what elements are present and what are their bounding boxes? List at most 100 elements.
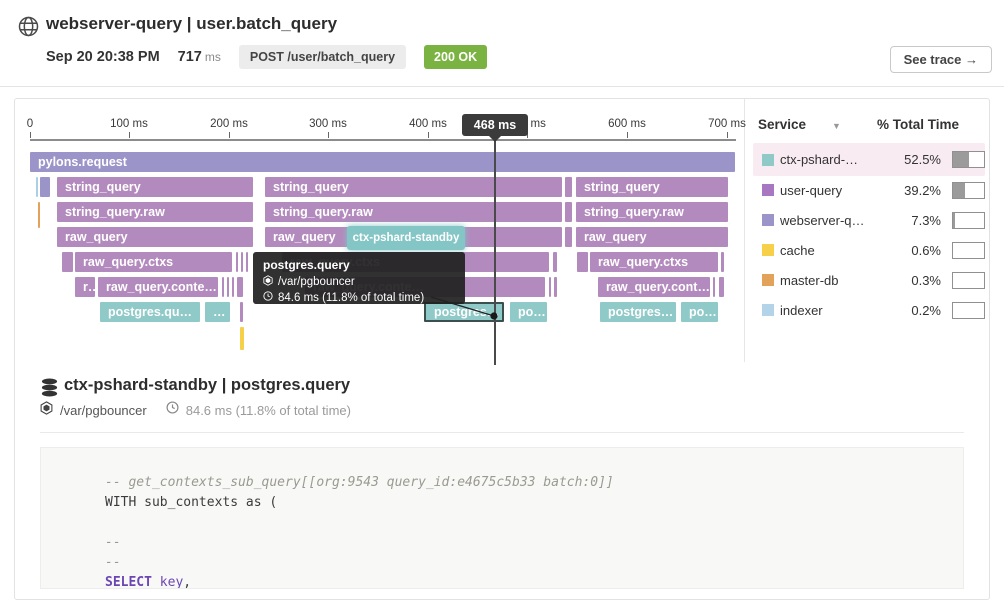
flame-span-sliver[interactable] [240,302,243,322]
services-column-service[interactable]: Service [758,117,807,132]
flame-span[interactable]: string_query.raw [57,202,253,222]
axis-tick-mark [527,132,528,138]
sort-caret-icon[interactable]: ▼ [832,121,841,131]
code-line: -- [105,555,121,570]
flame-span-sliver[interactable] [246,252,248,272]
flame-span[interactable]: po… [510,302,547,322]
services-column-pct[interactable]: % Total Time [877,117,960,132]
service-pct-bar-fill [953,182,965,198]
duration-unit: ms [204,50,221,64]
service-pct-bar [952,181,985,199]
flame-span-sliver[interactable] [549,277,551,297]
flame-span[interactable]: … [205,302,230,322]
service-row[interactable]: cache 0.6% [753,235,985,265]
flame-span-sliver[interactable] [241,252,243,272]
flame-span-sliver[interactable] [62,252,73,272]
flame-span-sliver[interactable] [38,202,40,228]
flame-span[interactable]: raw_query [57,227,253,247]
flame-span[interactable]: string_query.raw [265,202,562,222]
service-color-swatch [762,214,774,226]
flame-span-sliver[interactable] [577,252,588,272]
flame-span[interactable]: string_query [576,177,728,197]
hexagon-icon [263,275,273,289]
flame-span[interactable]: raw_query.ctxs [590,252,718,272]
time-axis-line [30,139,736,141]
service-pct-bar [952,241,985,259]
flame-span-sliver[interactable] [222,277,224,297]
flame-span-sliver[interactable] [553,252,557,272]
cursor-pointer [489,136,501,142]
flame-span[interactable]: postgres… [600,302,676,322]
service-name: ctx-pshard-… [780,152,859,167]
flame-span-sliver[interactable] [721,252,724,272]
clock-icon [166,401,179,419]
flame-span[interactable]: po… [681,302,718,322]
flame-span-sliver[interactable] [713,277,715,297]
tooltip-duration: 84.6 ms (11.8% of total time) [278,291,425,304]
detail-title: ctx-pshard-standby | postgres.query [64,376,351,394]
flame-span-sliver[interactable] [719,277,724,297]
service-row[interactable]: user-query 39.2% [753,175,985,205]
axis-tick-label: 400 ms [409,118,447,130]
service-name: cache [780,242,815,258]
axis-tick-mark [30,132,31,138]
flame-span-sliver[interactable] [237,277,243,297]
flame-span-sliver[interactable] [240,327,244,350]
span-tooltip: postgres.query /var/pgbouncer 84.6 ms (1… [253,252,465,304]
cursor-time-badge: 468 ms [462,114,528,136]
trace-header: webserver-query | user.batch_query Sep 2… [0,0,1004,87]
flame-span-sliver[interactable] [554,277,557,297]
axis-tick-label: 200 ms [210,118,248,130]
detail-divider [40,432,964,433]
service-pct-bar [952,301,985,319]
flame-span-sliver[interactable] [40,177,50,197]
tooltip-resource: /var/pgbouncer [278,276,355,288]
flame-span[interactable]: postgres.qu… [100,302,200,322]
sql-code-block: -- get_contexts_sub_query[[org:9543 quer… [40,447,964,589]
axis-tick-label: 0 [26,118,34,130]
axis-tick-mark [229,132,230,138]
service-pct-bar [952,151,985,168]
see-trace-button[interactable]: See trace → [889,46,992,73]
axis-tick-mark [627,132,628,138]
sql-code: -- get_contexts_sub_query[[org:9543 quer… [41,448,963,589]
service-row[interactable]: ctx-pshard-… 52.5% [753,143,985,176]
service-pct: 0.6% [911,242,941,258]
service-color-swatch [762,274,774,286]
database-icon [40,378,59,402]
flame-span-sliver[interactable] [565,177,572,197]
axis-tick-mark [428,132,429,138]
service-color-swatch [762,304,774,316]
flame-span-sliver[interactable] [227,277,229,297]
service-pct: 0.2% [911,302,941,318]
flame-span[interactable]: raw_query.ctxs [75,252,232,272]
flame-span-sliver[interactable] [565,227,572,247]
service-row[interactable]: webserver-q… 7.3% [753,205,985,235]
code-line: SELECT key, [105,575,192,589]
service-name: indexer [780,302,823,318]
flame-span-sliver[interactable] [36,177,38,197]
flame-span-sliver[interactable] [232,277,234,297]
flame-span[interactable]: raw_query [576,227,728,247]
detail-duration: 84.6 ms (11.8% of total time) [185,402,351,418]
tooltip-span-name: postgres.query [263,258,350,272]
flame-span[interactable]: pylons.request [30,152,735,172]
flame-span[interactable]: string_query [57,177,253,197]
flame-span[interactable]: r… [75,277,95,297]
flame-span-sliver[interactable] [565,202,572,222]
axis-tick-mark [328,132,329,138]
flame-span[interactable]: string_query [265,177,562,197]
service-pct: 39.2% [904,182,941,198]
panel-divider [744,99,745,362]
clock-icon [263,291,273,304]
flame-span[interactable]: raw_query.cont… [598,277,710,297]
hover-service-chip: ctx-pshard-standby [347,226,465,250]
service-row[interactable]: indexer 0.2% [753,295,985,325]
flame-span-sliver[interactable] [236,252,238,272]
duration-value: 717 [177,49,202,65]
code-line [105,513,963,533]
flame-span[interactable]: string_query.raw [576,202,728,222]
flame-span[interactable]: postgres… [424,302,504,322]
service-row[interactable]: master-db 0.3% [753,265,985,295]
flame-span[interactable]: raw_query.conte… [98,277,218,297]
